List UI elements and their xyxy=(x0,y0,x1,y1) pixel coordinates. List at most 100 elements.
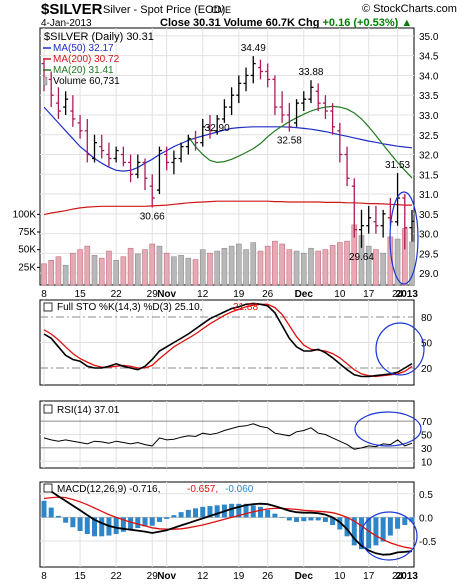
macd-histogram-bar xyxy=(149,517,155,526)
x-axis-label: Dec xyxy=(295,289,314,300)
x-axis-label: 17 xyxy=(363,289,375,300)
rsi-tick-label: 70 xyxy=(421,417,433,428)
volume-bar xyxy=(84,245,91,286)
x-axis-label: 8 xyxy=(41,289,47,300)
symbol: $SILVER xyxy=(41,1,103,18)
price-annotation: 33.88 xyxy=(298,67,323,78)
macd-histogram-bar xyxy=(214,505,220,518)
volume-bar xyxy=(380,252,386,286)
ma50-line xyxy=(43,106,413,172)
volume-bar xyxy=(149,243,156,286)
macd-signal-line xyxy=(43,496,413,550)
annotation-ellipse xyxy=(375,322,425,376)
macd-histogram-bar xyxy=(156,517,162,522)
up-arrow-icon: ▲ xyxy=(401,17,413,29)
sto-k-line xyxy=(43,302,413,378)
quote-summary: Close 30.31 Volume 60.7K Chg +0.16 (+0.5… xyxy=(160,17,412,29)
volume-bar xyxy=(322,249,329,286)
price-annotation: 31.53 xyxy=(385,160,410,171)
volume-tick-label: 75K xyxy=(18,227,36,238)
close-value: 30.31 xyxy=(193,17,221,29)
volume-bar xyxy=(214,250,220,286)
price-tick-label: 33.5 xyxy=(419,91,439,102)
price-tick-label: 35.0 xyxy=(419,32,439,43)
price-tick-label: 34.0 xyxy=(419,71,439,82)
macd-histogram-bar xyxy=(55,515,61,518)
x-axis-label: 22 xyxy=(111,571,123,582)
ma20-line xyxy=(187,105,413,179)
legend-volume-swatch xyxy=(43,76,48,86)
volume-bar xyxy=(185,257,192,286)
volume-bar xyxy=(394,238,401,286)
volume-bar xyxy=(365,245,372,286)
label-layer: 35.0 34.5 34.0 33.5 33.0 32.5 32.0 31.5 31.0 30.5… xyxy=(13,31,439,582)
security-description: Silver - Spot Price (EOD) xyxy=(103,4,226,16)
x-axis-label: 10 xyxy=(334,289,346,300)
macd-histogram-bar xyxy=(308,517,314,521)
volume-bar xyxy=(199,249,206,286)
macd-histogram-bar xyxy=(366,517,372,549)
change-value: +0.16 (+0.53%) xyxy=(322,17,399,29)
volume-bar xyxy=(250,242,257,286)
macd-histogram-bar xyxy=(395,517,401,529)
macd-histogram-bar xyxy=(200,506,206,518)
volume-bar xyxy=(264,245,271,286)
volume-bar xyxy=(156,245,163,286)
annotation-ellipse xyxy=(389,191,419,285)
volume-bar xyxy=(228,245,235,286)
price-tick-label: 30.5 xyxy=(419,210,439,221)
macd-histogram-bar xyxy=(164,517,170,519)
x-axis-label: Nov xyxy=(157,289,176,300)
volume-bar xyxy=(329,245,336,286)
rsi-line xyxy=(43,423,413,450)
x-axis-label: 15 xyxy=(75,289,87,300)
x-axis-label: 2013 xyxy=(396,571,419,582)
x-axis-label: 24 xyxy=(392,571,404,582)
x-axis-label: 29 xyxy=(147,571,159,582)
volume-bar xyxy=(344,240,350,286)
macd-tick-label: -0.5 xyxy=(419,537,437,548)
volume-bar xyxy=(113,259,119,286)
x-axis-label: Nov xyxy=(157,571,176,582)
x-axis-label: Dec xyxy=(295,571,314,582)
macd-histogram-bar xyxy=(229,503,235,518)
macd-histogram-bar xyxy=(322,517,328,522)
macd-histogram-bar xyxy=(243,503,249,518)
volume-bar xyxy=(286,249,293,286)
x-axis-label: 26 xyxy=(262,571,274,582)
volume-bar xyxy=(272,240,278,286)
exchange: CME xyxy=(211,5,231,15)
brand-watermark: © StockCharts.com xyxy=(362,3,457,15)
volume-bar xyxy=(308,247,314,286)
sto-tick-label: 50 xyxy=(421,339,433,350)
x-axis-label: 12 xyxy=(197,571,209,582)
macd-histogram-bar xyxy=(344,517,350,537)
macd-histogram-bar xyxy=(351,517,357,546)
legend-ma20: MA(20) 31.41 xyxy=(53,65,114,76)
rsi-oversold-fill xyxy=(350,447,358,450)
macd-histogram-bar xyxy=(128,517,134,530)
volume-label: Volume xyxy=(223,17,263,29)
macd-histogram-bar xyxy=(257,506,263,518)
volume-bar xyxy=(221,247,228,286)
macd-histogram-bar xyxy=(373,517,379,546)
x-axis-label: 26 xyxy=(262,289,274,300)
legend-volume: Volume 60,731 xyxy=(53,76,120,87)
price-tick-label: 29.0 xyxy=(419,269,439,280)
volume-bar xyxy=(120,256,127,286)
x-axis-label: 17 xyxy=(363,571,375,582)
macd-histogram-bar xyxy=(41,500,47,518)
macd-title-signal: -0.657, xyxy=(187,484,218,495)
rsi-tick-label: 50 xyxy=(421,431,433,442)
volume-bar xyxy=(171,256,177,286)
macd-histogram-bar xyxy=(99,517,105,537)
macd-title: MACD(12,26,9) -0.716, xyxy=(57,484,160,495)
volume-bar xyxy=(91,255,98,286)
price-annotation: 34.49 xyxy=(241,43,266,54)
macd-histogram-bar xyxy=(92,517,98,537)
volume-bar xyxy=(373,249,379,286)
macd-line xyxy=(43,487,413,556)
macd-histogram-bar xyxy=(380,517,386,542)
quote-date: 4-Jan-2013 xyxy=(41,18,92,29)
